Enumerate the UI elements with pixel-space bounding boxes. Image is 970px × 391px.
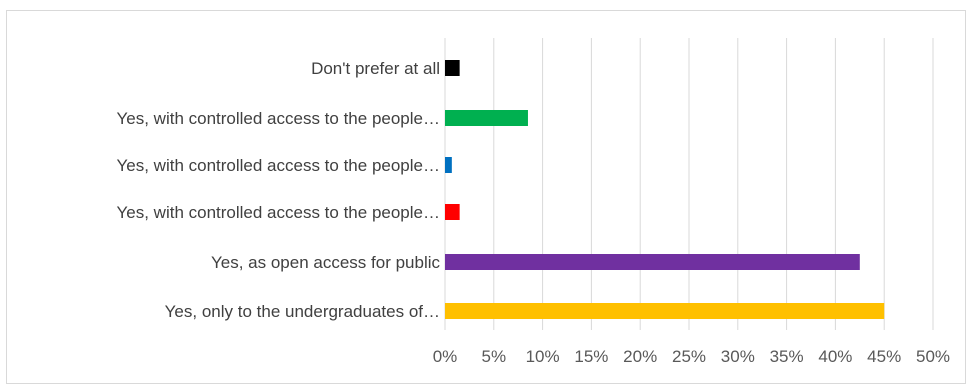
category-label: Yes, only to the undergraduates of…	[165, 302, 440, 321]
x-tick-label: 0%	[433, 347, 458, 366]
bar	[445, 60, 460, 76]
x-tick-label: 15%	[574, 347, 608, 366]
category-label: Yes, with controlled access to the peopl…	[116, 109, 440, 128]
x-tick-label: 35%	[770, 347, 804, 366]
x-tick-label: 50%	[916, 347, 950, 366]
bar	[445, 157, 452, 173]
x-tick-label: 40%	[818, 347, 852, 366]
x-tick-label: 25%	[672, 347, 706, 366]
chart-frame	[6, 10, 966, 384]
x-tick-label: 20%	[623, 347, 657, 366]
category-label: Don't prefer at all	[311, 59, 440, 78]
bar	[445, 110, 528, 126]
bar	[445, 204, 460, 220]
category-label: Yes, with controlled access to the peopl…	[116, 156, 440, 175]
x-tick-label: 45%	[867, 347, 901, 366]
category-label: Yes, as open access for public	[211, 253, 441, 272]
x-tick-label: 5%	[482, 347, 507, 366]
bar	[445, 303, 885, 319]
bar	[445, 254, 860, 270]
category-label: Yes, with controlled access to the peopl…	[116, 203, 440, 222]
x-tick-label: 10%	[526, 347, 560, 366]
x-tick-label: 30%	[721, 347, 755, 366]
